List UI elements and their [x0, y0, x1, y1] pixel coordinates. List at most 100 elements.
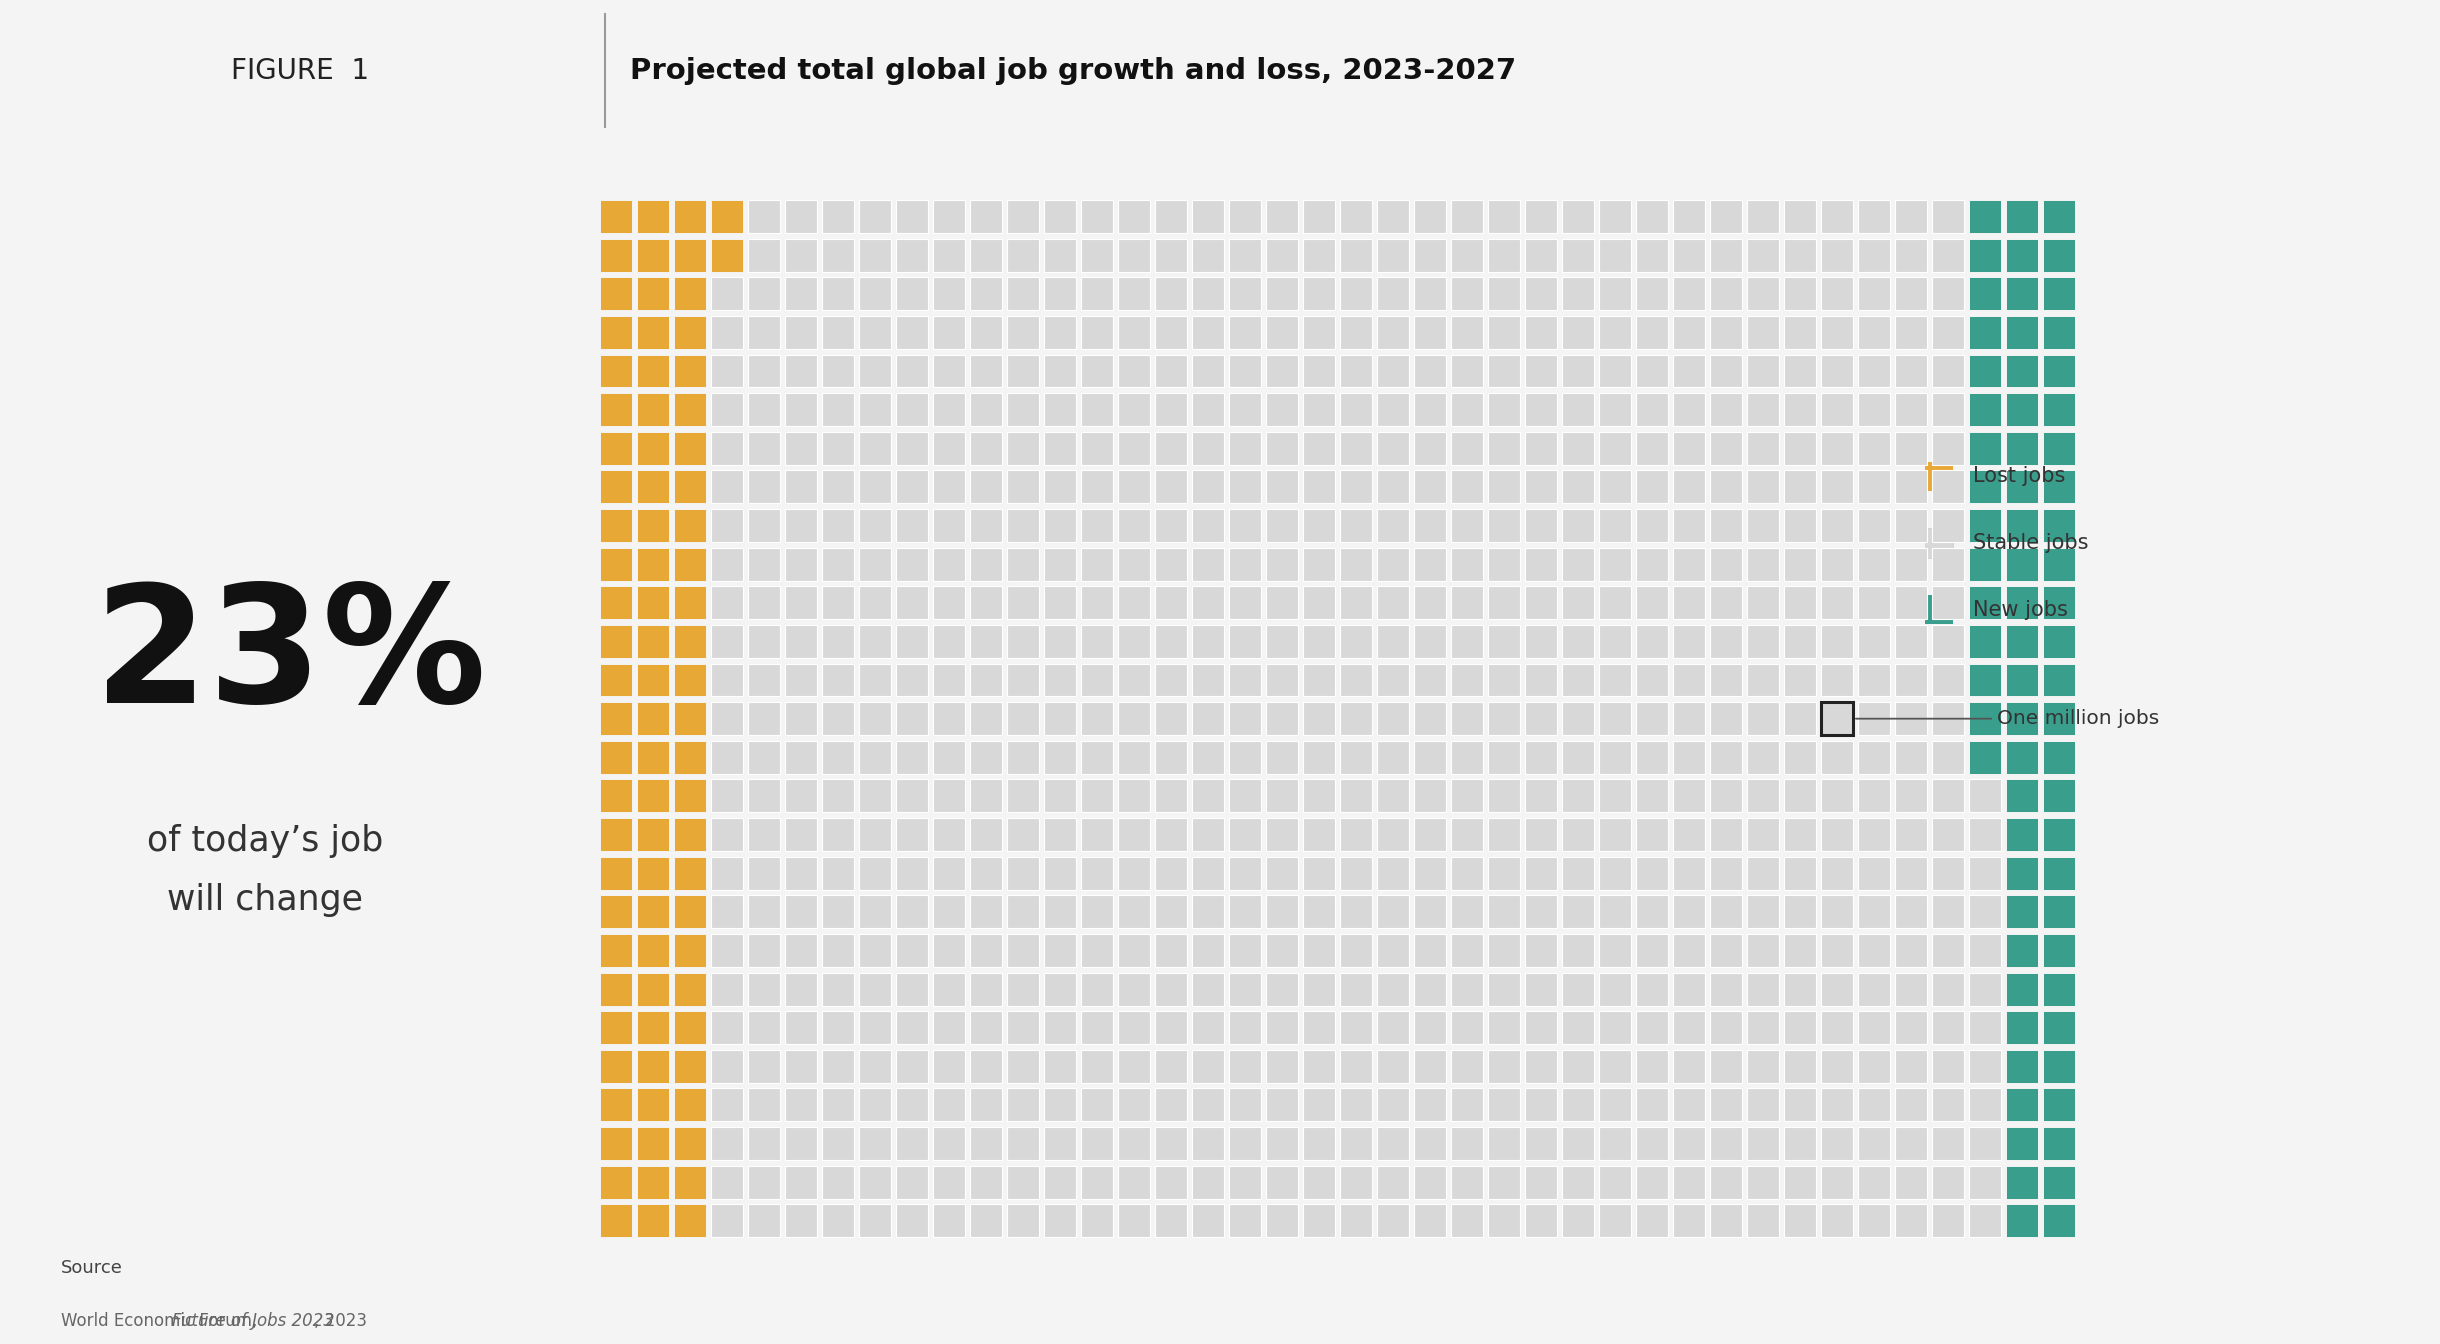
Bar [1008, 586, 1039, 620]
Bar [1081, 1050, 1113, 1083]
Bar [1969, 1128, 2001, 1160]
Bar [1784, 856, 1815, 890]
Bar [1340, 1165, 1371, 1199]
Bar [822, 277, 854, 310]
Bar [1820, 973, 1852, 1005]
Bar [1747, 664, 1779, 696]
Bar [971, 818, 1000, 851]
Bar [1635, 1011, 1667, 1044]
Bar [1674, 625, 1706, 657]
Bar [895, 702, 927, 735]
Bar [2042, 277, 2074, 310]
Bar [1044, 741, 1076, 774]
Bar [1674, 934, 1706, 966]
Bar [749, 1204, 778, 1238]
Bar [1969, 1165, 2001, 1199]
Bar [822, 973, 854, 1005]
Bar [710, 1204, 742, 1238]
Bar [673, 355, 705, 387]
Bar [1230, 277, 1261, 310]
Bar [1008, 780, 1039, 812]
Bar [710, 973, 742, 1005]
Bar [1932, 664, 1964, 696]
Bar [786, 780, 817, 812]
Bar [1857, 586, 1889, 620]
Bar [971, 316, 1000, 349]
Bar [1635, 973, 1667, 1005]
Bar [971, 200, 1000, 233]
Bar [1230, 741, 1261, 774]
Bar [1193, 316, 1222, 349]
Bar [1415, 856, 1444, 890]
Bar [1340, 895, 1371, 929]
Bar [1635, 1050, 1667, 1083]
Bar [1488, 664, 1520, 696]
Bar [932, 664, 964, 696]
Bar [1674, 200, 1706, 233]
Bar [749, 470, 778, 504]
Bar [822, 239, 854, 271]
Bar [600, 200, 632, 233]
Bar [1747, 586, 1779, 620]
Bar [1154, 1050, 1186, 1083]
Bar [710, 277, 742, 310]
Bar [1081, 431, 1113, 465]
Bar [932, 394, 964, 426]
Bar [1044, 1011, 1076, 1044]
Bar [932, 934, 964, 966]
Bar [2042, 780, 2074, 812]
Bar [1118, 586, 1149, 620]
Bar [786, 818, 817, 851]
Bar [1857, 316, 1889, 349]
Bar [1044, 509, 1076, 542]
Bar [637, 1089, 669, 1121]
Bar [1525, 355, 1557, 387]
Bar [822, 856, 854, 890]
Bar [859, 316, 891, 349]
Bar [1488, 1089, 1520, 1121]
Bar [1081, 470, 1113, 504]
Bar [1932, 239, 1964, 271]
Bar [1674, 895, 1706, 929]
Bar [1415, 1204, 1444, 1238]
Bar [1303, 1011, 1335, 1044]
Bar [1562, 470, 1593, 504]
Bar [1784, 1165, 1815, 1199]
Bar [1896, 1011, 1928, 1044]
Bar [1154, 1204, 1186, 1238]
Bar [1820, 586, 1852, 620]
Bar [932, 548, 964, 581]
Bar [1118, 200, 1149, 233]
Bar [1598, 1204, 1630, 1238]
Bar [1857, 741, 1889, 774]
Bar [1303, 586, 1335, 620]
Text: New jobs: New jobs [1972, 599, 2067, 620]
Bar [2042, 1128, 2074, 1160]
Bar [786, 934, 817, 966]
Bar [822, 1165, 854, 1199]
Bar [822, 1089, 854, 1121]
Bar [1340, 394, 1371, 426]
Bar [1193, 741, 1222, 774]
Bar [1857, 548, 1889, 581]
Bar [1081, 973, 1113, 1005]
Bar [1340, 856, 1371, 890]
Bar [859, 394, 891, 426]
Bar [971, 780, 1000, 812]
Bar [1747, 741, 1779, 774]
Bar [822, 1128, 854, 1160]
Bar [1635, 316, 1667, 349]
Bar [749, 895, 778, 929]
Bar [1635, 200, 1667, 233]
Bar [2006, 741, 2037, 774]
Bar [710, 200, 742, 233]
Bar [1415, 741, 1444, 774]
Bar [1710, 780, 1742, 812]
Bar [1008, 394, 1039, 426]
Bar [1525, 1011, 1557, 1044]
Text: One million jobs: One million jobs [1857, 710, 2159, 728]
Bar [1820, 1128, 1852, 1160]
Bar [1747, 895, 1779, 929]
Bar [895, 1204, 927, 1238]
Bar [1857, 895, 1889, 929]
